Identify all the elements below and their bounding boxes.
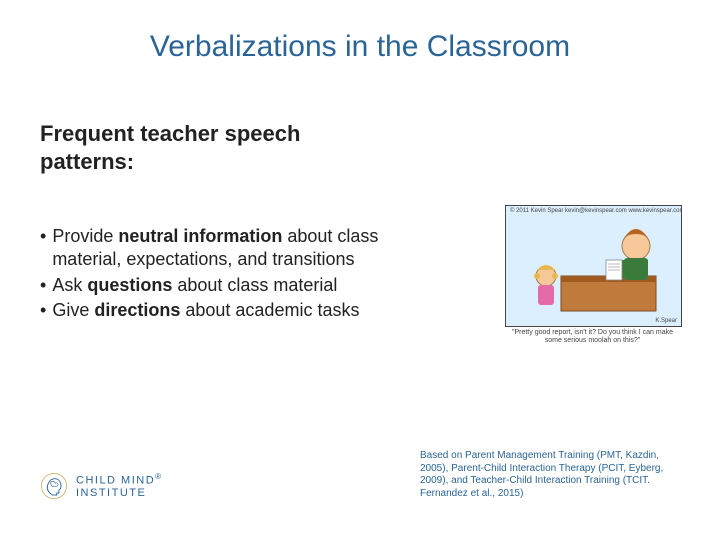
logo-line2: INSTITUTE <box>76 487 163 500</box>
bullet-marker: • <box>40 274 46 297</box>
bullet-text: Ask questions about class material <box>52 274 440 297</box>
bullet-item: • Give directions about academic tasks <box>40 299 440 322</box>
citation: Based on Parent Management Training (PMT… <box>420 450 680 500</box>
bullet-text: Provide neutral information about class … <box>52 225 440 272</box>
logo-text: CHILD MIND® INSTITUTE <box>76 472 163 500</box>
bullet-pre: Ask <box>52 275 87 295</box>
bullet-list: • Provide neutral information about clas… <box>40 225 440 325</box>
bullet-bold: questions <box>87 275 172 295</box>
cartoon-svg <box>506 206 681 326</box>
subheading: Frequent teacher speech patterns: <box>40 120 400 175</box>
bullet-pre: Provide <box>52 226 118 246</box>
bullet-marker: • <box>40 299 46 322</box>
bullet-item: • Provide neutral information about clas… <box>40 225 440 272</box>
logo-line1: CHILD MIND <box>76 475 155 487</box>
bullet-post: about class material <box>172 275 337 295</box>
bullet-pre: Give <box>52 300 94 320</box>
cartoon-caption: "Pretty good report, isn't it? Do you th… <box>505 329 680 346</box>
slide-title: Verbalizations in the Classroom <box>0 30 720 64</box>
bullet-text: Give directions about academic tasks <box>52 299 440 322</box>
bullet-bold: neutral information <box>118 226 282 246</box>
slide: Verbalizations in the Classroom Frequent… <box>0 0 720 540</box>
cartoon-panel: © 2011 Kevin Spear kevin@kevinspear.com … <box>505 205 682 327</box>
brain-head-icon <box>40 472 68 500</box>
logo: CHILD MIND® INSTITUTE <box>40 472 163 500</box>
bullet-post: about academic tasks <box>180 300 359 320</box>
bullet-item: • Ask questions about class material <box>40 274 440 297</box>
logo-reg: ® <box>155 472 162 481</box>
bullet-bold: directions <box>94 300 180 320</box>
bullet-marker: • <box>40 225 46 272</box>
cartoon: © 2011 Kevin Spear kevin@kevinspear.com … <box>505 205 680 346</box>
cartoon-signature: K.Spear <box>655 318 677 324</box>
